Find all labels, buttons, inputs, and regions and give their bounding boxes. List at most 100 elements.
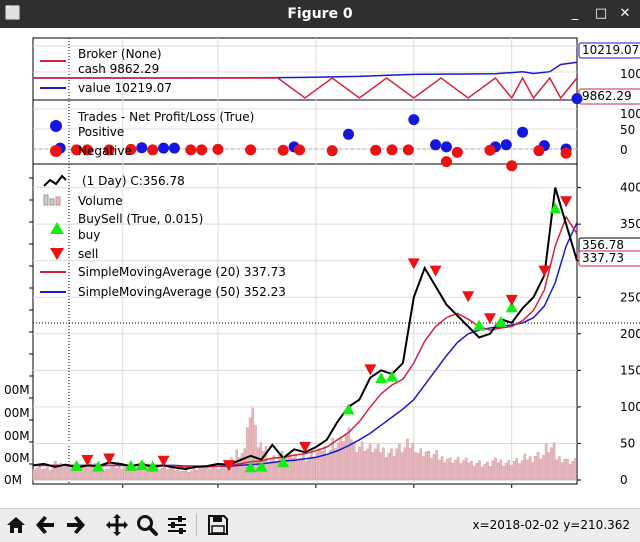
volume-bar (88, 461, 92, 481)
volume-bar (238, 457, 241, 481)
volume-bar (99, 471, 103, 481)
volume-bar (392, 456, 396, 481)
toolbar-separator (196, 514, 197, 536)
back-icon[interactable] (34, 513, 58, 537)
volume-bar (414, 452, 417, 481)
volume-bar (115, 468, 119, 481)
volume-bar (504, 463, 508, 481)
volume-bar (400, 452, 404, 481)
volume-bar (91, 465, 95, 481)
save-icon[interactable] (206, 513, 230, 537)
volume-bar (422, 456, 425, 481)
volume-bar (366, 448, 369, 481)
legend-negative-swatch (50, 145, 62, 157)
volume-bar (118, 465, 121, 481)
volume-bar (499, 459, 503, 481)
figure-canvas[interactable]: Broker (None) cash 9862.29 value 10219.07 1… (0, 28, 640, 508)
legend-sma50-label: SimpleMovingAverage (50) 352.23 (78, 285, 286, 299)
volume-bar (251, 407, 255, 481)
legend-buysell-title: BuySell (True, 0.015) (78, 212, 203, 226)
volume-bar (515, 458, 519, 481)
volume-bar (174, 470, 177, 481)
buy-marker-12 (494, 315, 507, 327)
volume-bar (368, 443, 372, 481)
configure-icon[interactable] (165, 513, 189, 537)
volume-ytick-1: 00M (4, 451, 30, 465)
pan-icon[interactable] (105, 513, 129, 537)
volume-bar (358, 446, 361, 481)
volume-bar (520, 460, 524, 481)
volume-bar (475, 463, 479, 481)
volume-bar (248, 417, 252, 481)
volume-bar (544, 443, 548, 481)
broker-cash-line (33, 76, 578, 100)
home-icon[interactable] (4, 513, 28, 537)
trade-positive-11 (517, 126, 529, 138)
volume-ytick-0: 0M (4, 473, 22, 487)
minimize-icon[interactable]: _ (571, 6, 579, 21)
sell-marker-0 (81, 454, 94, 466)
volume-bar (32, 469, 36, 481)
buy-marker-8 (342, 403, 355, 415)
volume-bar (278, 454, 281, 481)
volume-bar (350, 439, 353, 481)
volume-bar (566, 458, 569, 481)
volume-bar (435, 450, 439, 481)
price-ytick-1: 350 (620, 217, 640, 231)
legend-negative-label: Negative (78, 144, 132, 158)
legend-close-swatch (43, 174, 67, 187)
trade-negative-1 (81, 144, 93, 156)
volume-bar (112, 464, 116, 481)
trade-positive-14 (571, 93, 583, 105)
volume-bar (550, 447, 553, 481)
volume-bar (352, 442, 356, 481)
buy-marker-0 (70, 459, 83, 471)
maximize-icon[interactable]: □ (594, 6, 608, 21)
trade-positive-2 (158, 142, 170, 154)
volume-bar (379, 452, 383, 481)
buy-marker-7 (277, 456, 290, 468)
trade-negative-3 (125, 143, 137, 155)
trade-negative-15 (440, 156, 452, 168)
toolbar: x=2018-02-02 y=210.362 (0, 508, 640, 542)
broker-tag-value-box (578, 42, 640, 59)
forward-icon[interactable] (63, 513, 87, 537)
zoom-icon[interactable] (135, 513, 159, 537)
volume-bar (38, 465, 41, 481)
volume-bar (486, 461, 489, 481)
volume-bar (574, 458, 577, 481)
volume-bar (70, 468, 73, 481)
volume-bar (531, 462, 535, 481)
volume-ytick-4: 00M (4, 383, 30, 397)
price-ytick-5: 150 (620, 363, 640, 377)
legend-broker-title: Broker (None) (78, 47, 162, 61)
volume-bar (171, 467, 175, 481)
sell-marker-6 (407, 258, 420, 270)
buy-marker-14 (549, 202, 562, 214)
volume-bar (104, 469, 108, 481)
sell-marker-1 (103, 453, 116, 465)
volume-bar (246, 427, 249, 481)
volume-bar (536, 451, 540, 481)
volume-bar (299, 458, 303, 481)
trade-negative-0 (71, 144, 83, 156)
legend-sell-label: sell (78, 247, 98, 261)
close-icon[interactable]: ✕ (619, 6, 631, 21)
volume-bar (376, 444, 380, 481)
volume-bar (560, 462, 564, 481)
volume-bar (158, 469, 161, 481)
volume-bar (320, 451, 324, 481)
volume-bar (307, 457, 311, 481)
volume-bar (326, 454, 329, 481)
legend-volume-swatch-3 (55, 196, 61, 206)
trade-negative-20 (560, 147, 572, 159)
volume-bar (512, 461, 516, 481)
volume-bar (230, 457, 233, 481)
volume-bar (184, 469, 188, 481)
window-menu-icon[interactable]: ⬜ (4, 6, 22, 21)
volume-bar (128, 470, 132, 481)
trade-positive-10 (500, 139, 512, 151)
buy-marker-9 (375, 372, 388, 384)
buy-marker-13 (505, 301, 518, 313)
window-title: Figure 0 (287, 6, 353, 22)
